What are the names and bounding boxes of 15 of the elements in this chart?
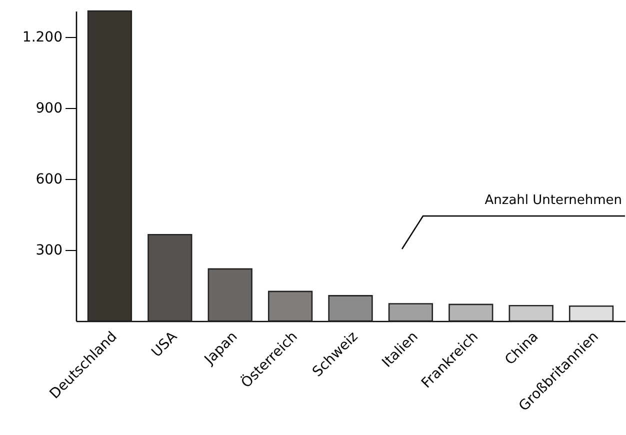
y-tick-label: 900 xyxy=(36,100,62,117)
y-tick-label: 600 xyxy=(36,172,62,188)
bar xyxy=(87,10,132,322)
bar xyxy=(148,234,192,322)
bar xyxy=(328,295,373,322)
bar xyxy=(208,268,252,322)
bar xyxy=(568,305,614,322)
bar xyxy=(268,290,313,322)
x-tick-label: USA xyxy=(148,328,181,361)
bar xyxy=(508,304,554,322)
y-tick-label: 1.200 xyxy=(22,30,62,46)
annotation: Anzahl Unternehmen xyxy=(484,193,622,208)
bar xyxy=(388,303,434,322)
y-tick-label: 300 xyxy=(36,242,62,259)
bar xyxy=(448,304,494,322)
